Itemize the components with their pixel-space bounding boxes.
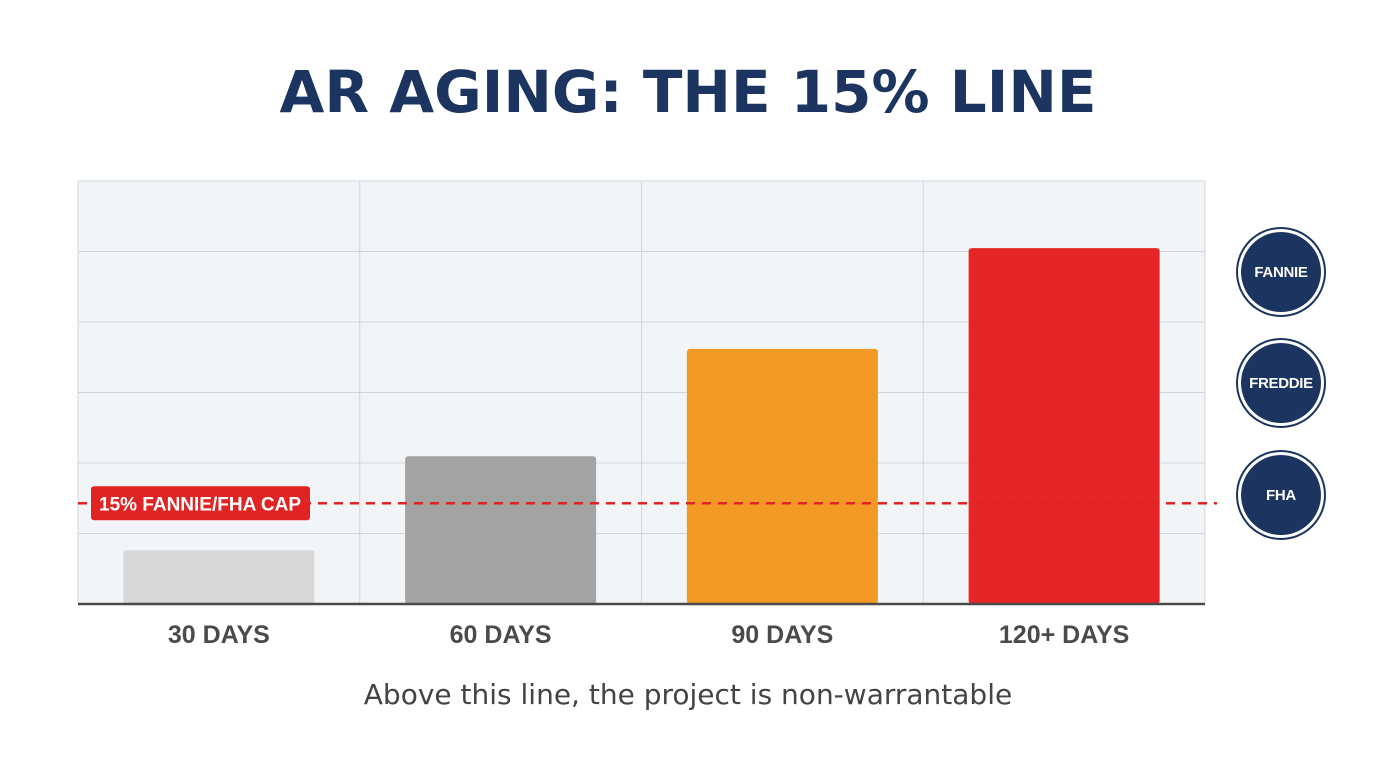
- fha-badge: FHA: [1241, 455, 1321, 535]
- chart-title: AR AGING: THE 15% LINE: [279, 58, 1097, 126]
- bar-60-days: [405, 456, 597, 604]
- x-tick-label: 30 DAYS: [168, 621, 270, 649]
- bar-90-days: [686, 348, 878, 604]
- x-tick-label: 60 DAYS: [450, 621, 552, 649]
- bar-120-days: [968, 248, 1160, 604]
- bar-30-days: [123, 550, 315, 604]
- x-tick-label: 120+ DAYS: [999, 621, 1129, 649]
- fannie-badge: FANNIE: [1241, 232, 1321, 312]
- threshold-label-box: [91, 486, 310, 521]
- x-tick-label: 90 DAYS: [731, 621, 833, 649]
- threshold-label: 15% FANNIE/FHA CAP: [99, 494, 301, 515]
- freddie-badge: FREDDIE: [1241, 343, 1321, 423]
- chart-caption: Above this line, the project is non-warr…: [363, 678, 1013, 711]
